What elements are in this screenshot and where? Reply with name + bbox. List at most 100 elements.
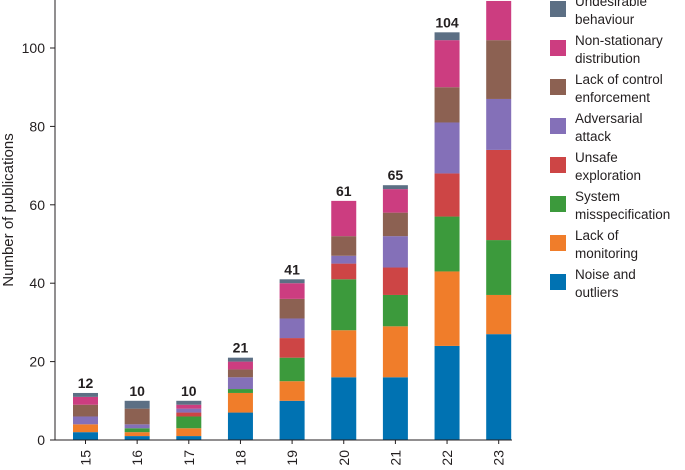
bar-segment-19-0 [279,400,305,440]
bar-segment-23-6 [486,0,512,41]
total-label-17: 10 [181,383,197,399]
legend-swatch-6 [550,235,566,251]
bar-segment-18-6 [227,361,253,370]
bar-segment-21-5 [382,212,408,237]
bar-segment-22-2 [434,216,460,272]
bar-segment-17-4 [176,408,202,413]
bar-segment-19-5 [279,298,305,319]
bar-segment-16-5 [124,408,150,425]
bar-segment-16-1 [124,432,150,437]
legend-label-7-0: Noise and [575,267,636,282]
bar-segment-16-0 [124,436,150,440]
legend-swatch-0 [550,1,566,17]
legend-label-4-0: Unsafe [575,150,618,165]
bar-segment-17-1 [176,428,202,437]
total-label-16: 10 [129,383,145,399]
bar-segment-22-7 [434,32,460,41]
x-tick-label-23: 23 [491,450,507,466]
legend-label-6-1: monitoring [575,246,638,261]
bar-segment-22-3 [434,173,460,217]
legend-label-3-0: Adversarial [575,111,643,126]
legend-label-7-1: outliers [575,285,619,300]
bar-segment-19-2 [279,357,305,382]
y-tick-label-20: 20 [29,354,45,370]
legend-label-2-0: Lack of control [575,72,663,87]
bar-segment-22-4 [434,122,460,174]
bar-segment-21-3 [382,267,408,295]
legend-label-1-1: distribution [575,51,640,66]
bar-segment-20-2 [331,279,357,331]
bar-segment-20-1 [331,330,357,378]
bar-segment-23-5 [486,40,512,99]
legend-label-0-0: Undesirable [575,0,647,9]
x-tick-label-19: 19 [284,450,300,466]
bar-segment-20-4 [331,255,357,264]
bar-segment-22-0 [434,345,460,440]
bar-segment-21-2 [382,294,408,327]
bar-segment-19-7 [279,279,305,284]
bar-segment-19-3 [279,338,305,358]
legend-label-5-1: misspecification [575,207,670,222]
legend: Undesirable behaviour Non-stationary distri… [550,0,670,300]
bar-segment-16-4 [124,424,150,429]
bar-segment-20-0 [331,377,357,440]
legend-label-5-0: System [575,189,620,204]
bar-segment-21-6 [382,189,408,213]
legend-swatch-2 [550,79,566,95]
bar-segment-15-1 [73,424,98,433]
y-tick-label-40: 40 [29,275,45,291]
bar-segment-18-7 [227,357,253,362]
legend-swatch-1 [550,40,566,56]
bar-segment-20-5 [331,236,357,256]
total-label-18: 21 [233,340,249,356]
bar-segment-21-0 [382,377,408,440]
bar-segment-21-1 [382,326,408,378]
bar-segment-18-1 [227,392,253,413]
x-tick-label-22: 22 [439,450,455,466]
bar-segment-18-0 [227,412,253,440]
bar-segment-15-0 [73,432,98,440]
bar-segment-15-5 [73,404,98,417]
y-tick-label-80: 80 [29,118,45,134]
legend-swatch-7 [550,274,566,290]
total-label-22: 104 [435,14,459,30]
total-labels-group: 12 10 10 21 41 61 65 104 [78,14,459,398]
bar-segment-18-4 [227,377,253,390]
bar-segment-23-2 [486,240,512,295]
x-tick-label-15: 15 [78,450,94,466]
bar-segment-19-4 [279,318,305,339]
bar-segment-17-6 [176,404,202,409]
bar-segment-19-1 [279,381,305,401]
legend-label-1-0: Non-stationary [575,33,663,48]
bar-segment-18-5 [227,369,253,378]
bars-group [73,0,512,440]
bar-segment-22-5 [434,87,460,123]
y-tick-label-100: 100 [22,40,46,56]
legend-swatch-3 [550,118,566,134]
y-axis-title: Number of publications [0,133,17,286]
axes-group: 15 16 17 18 19 20 21 22 23 0 20 40 60 80 100 [22,0,512,466]
y-tick-label-0: 0 [37,432,45,448]
bar-segment-20-6 [331,200,357,237]
bar-segment-17-7 [176,400,202,405]
bar-segment-17-0 [176,436,202,440]
y-tick-label-60: 60 [29,197,45,213]
bar-segment-17-2 [176,416,202,429]
bar-segment-22-6 [434,40,460,88]
legend-label-2-1: enforcement [575,90,650,105]
legend-swatch-5 [550,196,566,212]
x-tick-label-16: 16 [129,450,145,466]
total-label-20: 61 [336,183,352,199]
total-label-21: 65 [388,167,404,183]
bar-segment-23-1 [486,294,512,335]
bar-segment-15-4 [73,416,98,425]
total-label-15: 12 [78,375,94,391]
bar-segment-18-2 [227,389,253,393]
bar-segment-15-7 [73,392,98,397]
bar-segment-19-6 [279,283,305,299]
x-tick-label-20: 20 [336,450,352,466]
bar-segment-16-2 [124,428,150,433]
bar-segment-23-3 [486,149,512,241]
bar-segment-17-3 [176,412,202,417]
